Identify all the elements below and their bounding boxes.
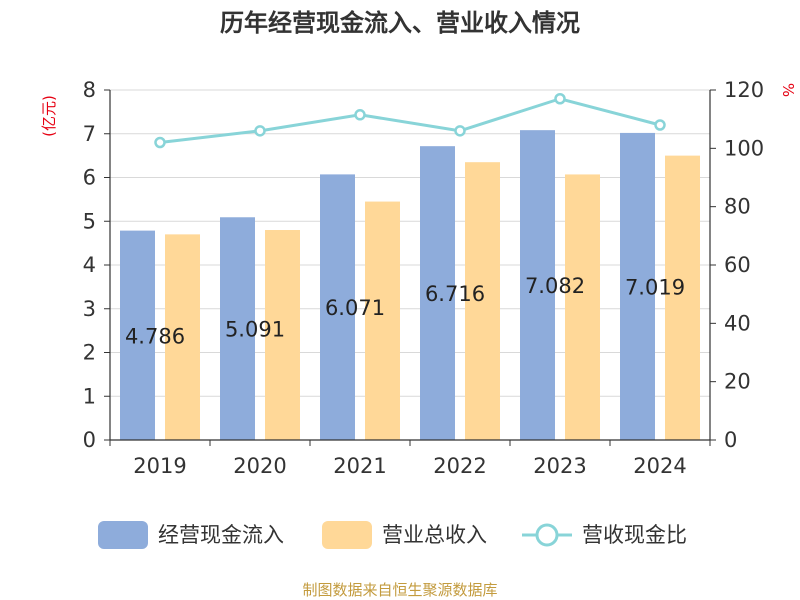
bar-data-label: 5.091 [225, 318, 285, 342]
chart-title: 历年经营现金流入、营业收入情况 [220, 9, 580, 37]
legend-swatch [322, 521, 372, 549]
left-tick-label: 2 [83, 341, 96, 365]
right-axis-unit: % [779, 83, 797, 97]
left-tick-label: 3 [83, 297, 96, 321]
cash-inflow-bar [120, 230, 155, 440]
right-tick-label: 100 [724, 136, 764, 160]
bars [120, 130, 700, 441]
legend-label: 经营现金流入 [158, 523, 284, 547]
left-tick-label: 6 [83, 166, 96, 190]
left-tick-label: 4 [83, 253, 96, 277]
cash-inflow-bar [620, 132, 655, 440]
source-note: 制图数据来自恒生聚源数据库 [302, 581, 497, 599]
bar-data-label: 6.716 [425, 282, 485, 306]
x-tick-label: 2024 [633, 454, 686, 478]
data-labels: 4.786 5.091 6.071 6.716 7.082 7.019 [125, 274, 685, 348]
left-axis-unit: (亿元) [40, 95, 58, 137]
right-tick-label: 20 [724, 370, 751, 394]
ratio-point [354, 109, 366, 121]
bar-data-label: 6.071 [325, 296, 385, 320]
x-tick-label: 2020 [233, 454, 286, 478]
legend-label: 营业总收入 [382, 523, 487, 547]
bar-data-label: 7.019 [625, 275, 685, 299]
cash-inflow-bar [520, 130, 555, 440]
ratio-line-path [159, 97, 661, 144]
legend: 经营现金流入 营业总收入 营收现金比 [98, 521, 687, 549]
legend-marker [535, 523, 559, 547]
cash-inflow-bar [420, 146, 455, 441]
x-tick-label: 2022 [433, 454, 486, 478]
ratio-point [654, 119, 666, 131]
ratio-point [154, 136, 166, 149]
x-tick-label: 2019 [133, 454, 186, 478]
revenue-bar [265, 230, 300, 440]
right-tick-label: 80 [724, 195, 751, 219]
right-tick-label: 40 [724, 311, 751, 335]
right-tick-label: 120 [724, 78, 764, 102]
grid-lines [110, 89, 710, 441]
left-tick-label: 0 [83, 428, 96, 452]
left-tick-label: 5 [83, 209, 96, 233]
left-tick-label: 8 [83, 78, 96, 102]
revenue-bar [365, 201, 400, 440]
left-tick-label: 7 [83, 122, 96, 146]
legend-swatch [98, 521, 148, 549]
ratio-line [154, 93, 666, 149]
cash-inflow-bar [220, 217, 255, 440]
x-tick-label: 2023 [533, 454, 586, 478]
cash-inflow-bar [320, 174, 355, 441]
ratio-point [454, 125, 466, 137]
revenue-bar [165, 234, 200, 440]
ratio-point [554, 93, 566, 105]
revenue-bar [565, 174, 600, 440]
revenue-bar [465, 162, 500, 440]
bar-data-label: 7.082 [525, 274, 585, 298]
left-tick-label: 1 [83, 384, 96, 408]
ratio-point [254, 125, 266, 137]
revenue-bar [665, 155, 700, 440]
right-tick-label: 60 [724, 253, 751, 277]
bar-data-label: 4.786 [125, 324, 185, 348]
x-tick-label: 2021 [333, 454, 386, 478]
legend-label: 营收现金比 [582, 523, 687, 547]
right-tick-label: 0 [724, 428, 737, 452]
